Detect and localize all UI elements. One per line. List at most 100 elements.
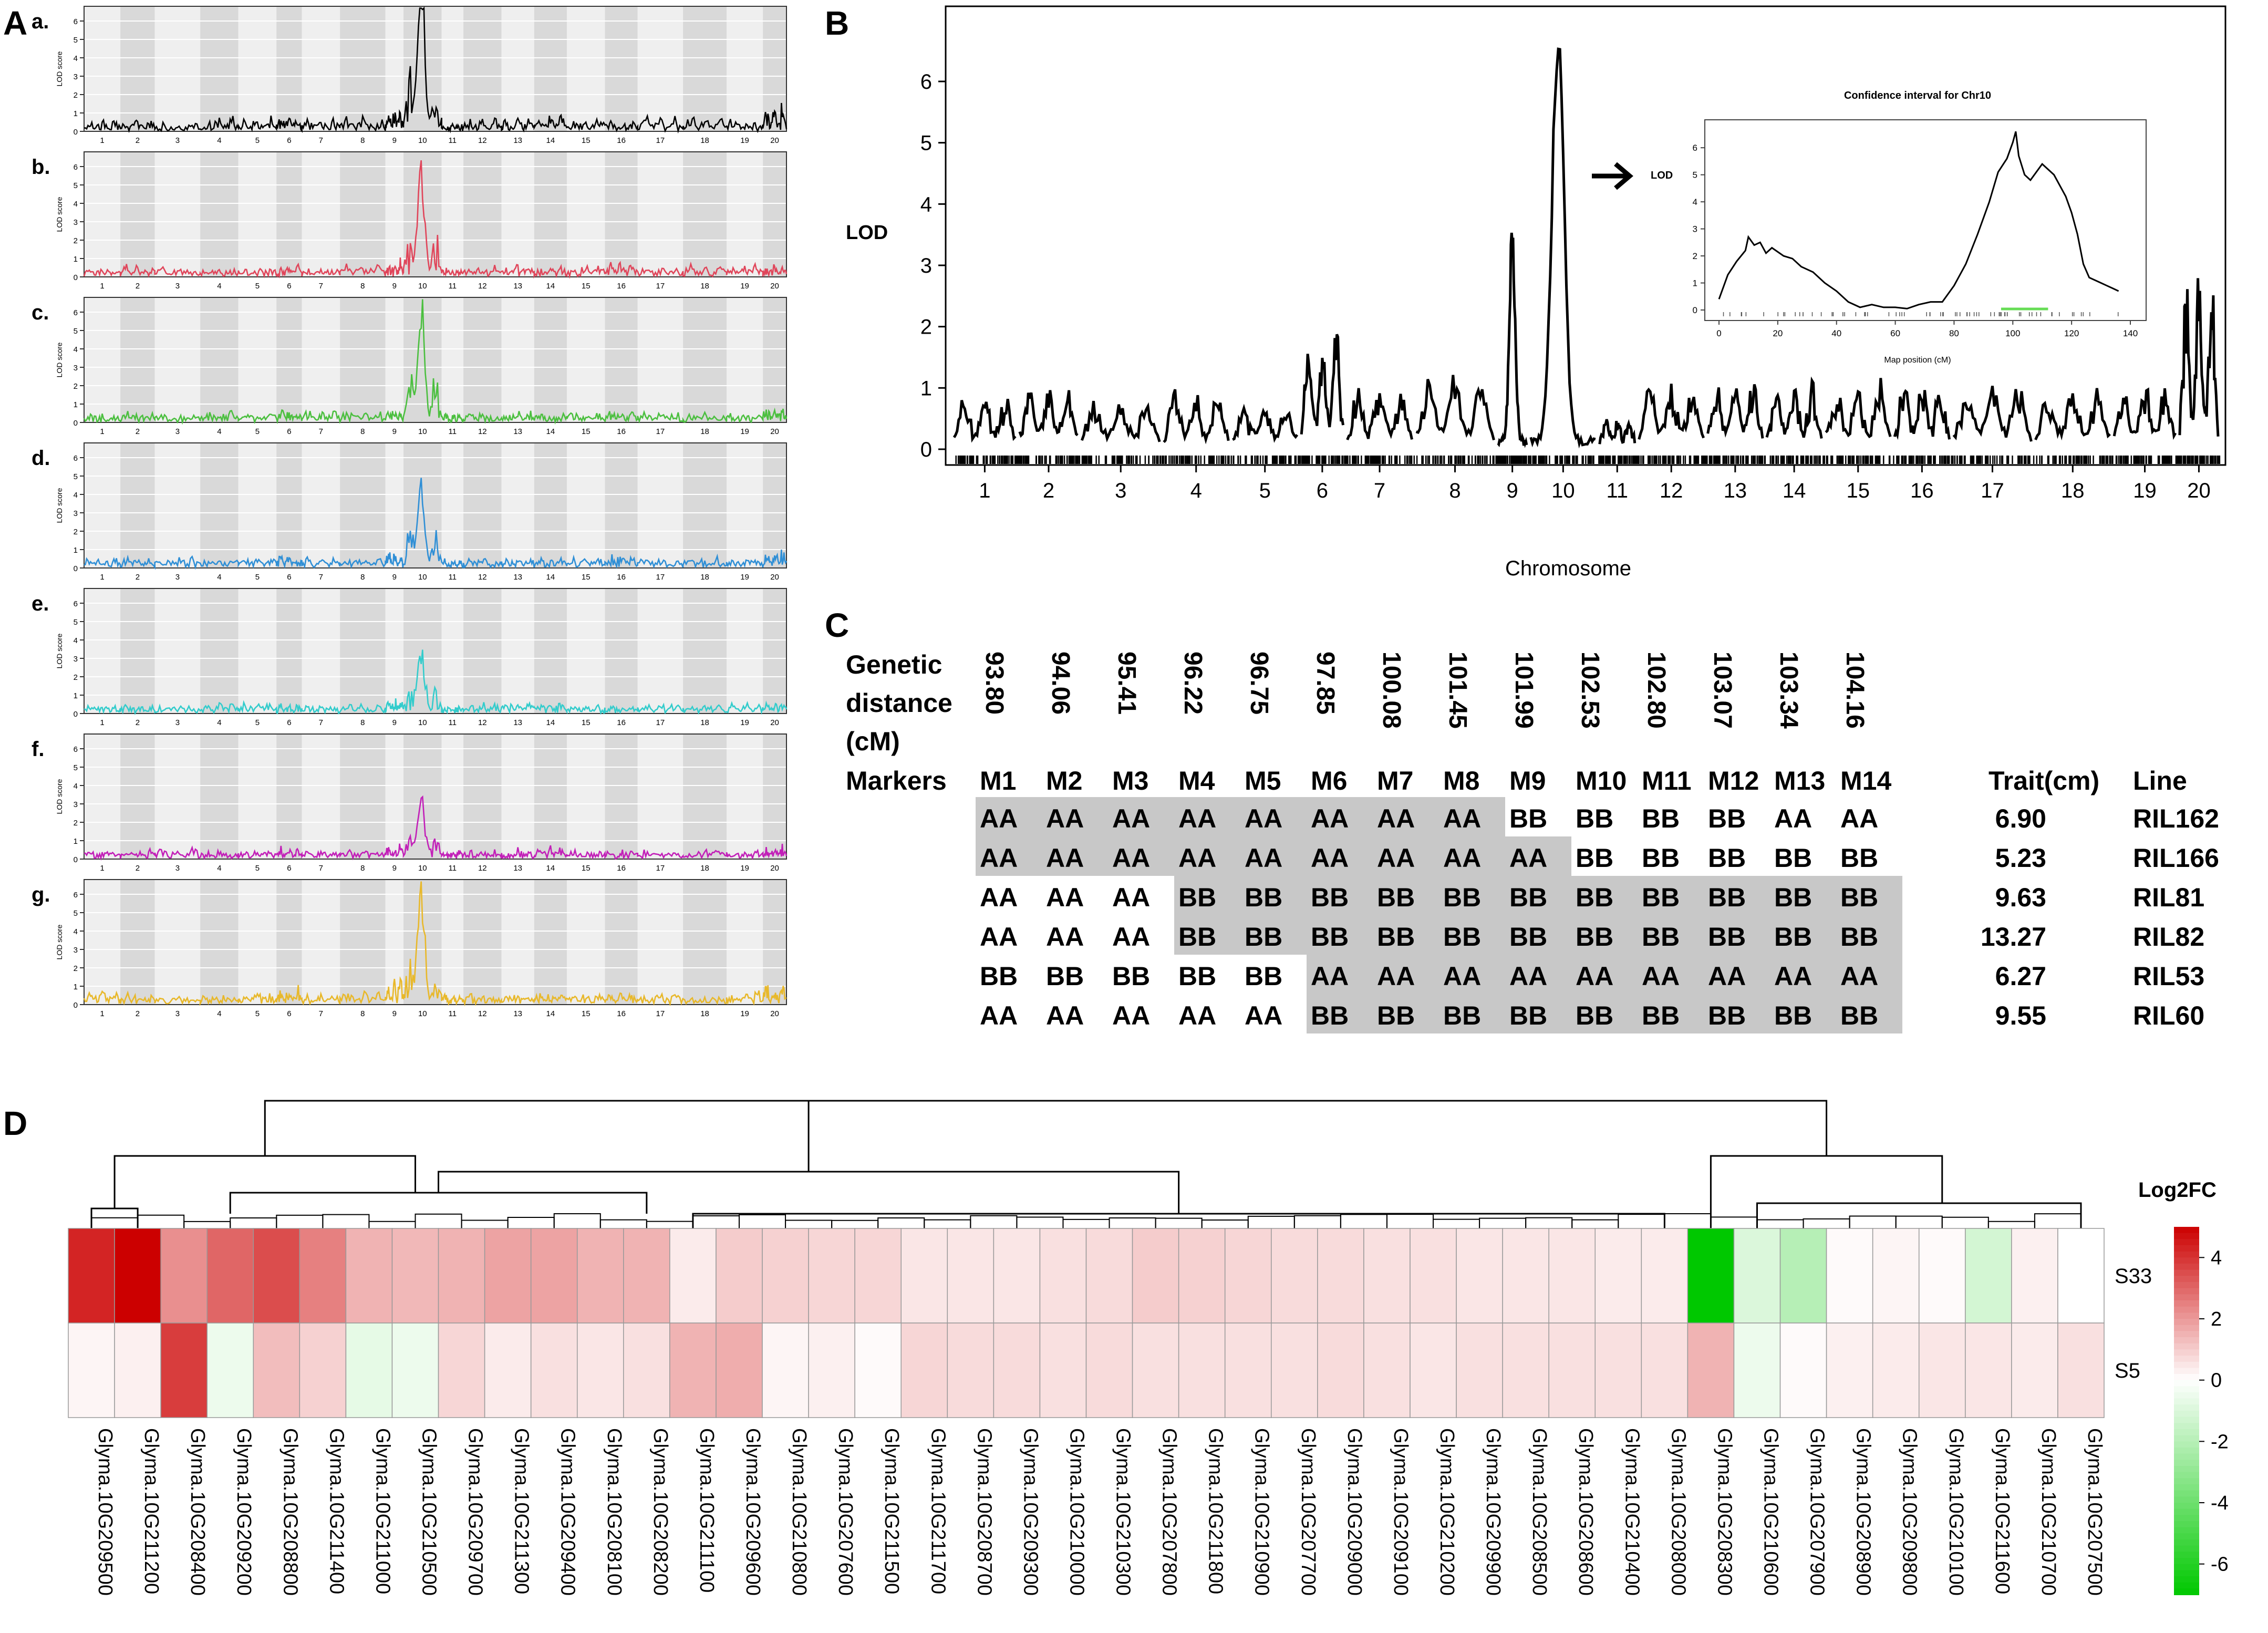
chromosome-label: 20 (2187, 479, 2211, 502)
chromosome-band (605, 734, 638, 859)
heatmap-row-label: S5 (2115, 1359, 2140, 1382)
heatmap-column-label: Glyma.10G210600 (1759, 1428, 1782, 1596)
heatmap-cell (854, 1228, 902, 1324)
chromosome-band (84, 880, 121, 1005)
legend-color-step (2174, 1239, 2199, 1246)
trait-value: 9.55 (1995, 1001, 2046, 1030)
chromosome-label: 11 (449, 864, 457, 873)
dendrogram-leaf-branch (1340, 1214, 1387, 1228)
legend-color-step (2174, 1417, 2199, 1424)
heatmap-column-label: Glyma.10G209900 (1482, 1428, 1504, 1596)
inset-marker-rug (1723, 312, 2119, 316)
ytick-label: 3 (74, 364, 78, 373)
heatmap-cell (1363, 1228, 1411, 1324)
chromosome-label: 7 (319, 1009, 323, 1018)
genotype-cell: BB (1509, 1001, 1547, 1030)
heatmap-cell (623, 1228, 670, 1324)
dendrogram-leaf-branch (1293, 1215, 1341, 1228)
chromosome-band (385, 734, 404, 859)
heatmap-column-label: Glyma.10G210400 (1621, 1428, 1643, 1596)
legend-color-step (2174, 1521, 2199, 1528)
heatmap-cell (1733, 1322, 1781, 1418)
chromosome-band (463, 588, 502, 714)
inset-lod-line (1718, 131, 2119, 309)
legend-color-step (2174, 1429, 2199, 1436)
genotype-cell: BB (1576, 804, 1613, 833)
ytick-label: 4 (74, 200, 78, 209)
chromosome-band (763, 588, 786, 714)
dendrogram-leaf-branch (1664, 1213, 1712, 1228)
chromosome-band (276, 297, 302, 422)
chromosome-band (501, 152, 534, 277)
heatmap-column-label: Glyma.10G209200 (233, 1428, 255, 1596)
chromosome-band (340, 6, 386, 131)
chromosome-label: 15 (582, 427, 591, 436)
legend-color-step (2174, 1392, 2199, 1399)
lod-profile-line (83, 299, 788, 425)
ytick-label: 1 (74, 109, 78, 118)
chromosome-band (84, 443, 121, 568)
genotype-shade-block (1174, 915, 1902, 955)
chromosome-label: 4 (217, 864, 221, 873)
heatmap-cell (1178, 1322, 1226, 1418)
heatmap-column-label: Glyma.10G207900 (1806, 1428, 1828, 1596)
legend-color-step (2174, 1545, 2199, 1553)
chromosome-band (683, 152, 727, 277)
heatmap-cell (1224, 1228, 1272, 1324)
heatmap-cell (900, 1322, 948, 1418)
chromosome-label: 15 (1846, 479, 1870, 502)
dendrogram-leaf-branch (1386, 1214, 1434, 1228)
legend-color-step (2174, 1515, 2199, 1522)
ytick-label: 6 (920, 70, 932, 94)
legend-color-step (2174, 1325, 2199, 1332)
chromosome-label: 6 (287, 864, 291, 873)
legend-tick-label: -6 (2211, 1554, 2229, 1576)
chromosome-label: 11 (449, 136, 457, 145)
heatmap-cell (484, 1228, 532, 1324)
genotype-cell: AA (1046, 1001, 1084, 1030)
heatmap-cell (1271, 1322, 1318, 1418)
ytick-label: 1 (74, 691, 78, 700)
chromosome-label: 10 (418, 573, 427, 582)
heatmap-cell (716, 1228, 763, 1324)
chromosome-label: 7 (319, 864, 323, 873)
chromosome-label: 7 (319, 136, 323, 145)
chromosome-label: 19 (740, 864, 749, 873)
trait-value: 5.23 (1995, 843, 2046, 873)
genotype-cell: AA (980, 843, 1018, 873)
heatmap-cell (299, 1322, 347, 1418)
chromosome-band (276, 880, 302, 1005)
subplot-label: b. (32, 156, 50, 179)
chromosome-band (154, 152, 201, 277)
chromosome-label: 10 (418, 427, 427, 436)
dendrogram-leaf-branch (646, 1221, 693, 1228)
chromosome-label: 12 (478, 427, 487, 436)
chromosome-label: 16 (617, 718, 626, 727)
heatmap-cell (438, 1228, 485, 1324)
chromosome-band (683, 443, 727, 568)
ytick-label: 6 (74, 454, 78, 463)
chromosome-label: 8 (360, 136, 365, 145)
genotype-cell: AA (1046, 883, 1084, 912)
genotype-cell: AA (1443, 962, 1481, 991)
heatmap-column-label: Glyma.10G211200 (140, 1428, 162, 1594)
dendrogram-leaf-branch (831, 1219, 879, 1228)
chromosome-label: 19 (740, 573, 749, 582)
heatmap-column-label: Glyma.10G211600 (1991, 1428, 2013, 1594)
chromosome-band (238, 443, 277, 568)
subplot-ylabel: LOD score (55, 488, 64, 523)
chromosome-label: 18 (700, 136, 709, 145)
chromosome-band (683, 588, 727, 714)
chromosome-label: 17 (656, 427, 665, 436)
ytick-label: 4 (74, 782, 78, 791)
genetic-distance-value: 96.75 (1245, 652, 1273, 715)
chromosome-band (726, 880, 763, 1005)
ytick-label: 2 (74, 673, 78, 682)
ytick-label: 6 (74, 163, 78, 172)
heatmap-cell (1410, 1228, 1457, 1324)
chromosome-label: 5 (255, 718, 260, 727)
heatmap-cell (669, 1322, 717, 1418)
ytick-label: 5 (74, 909, 78, 918)
chromosome-band (534, 152, 567, 277)
chromosome-band (385, 588, 404, 714)
